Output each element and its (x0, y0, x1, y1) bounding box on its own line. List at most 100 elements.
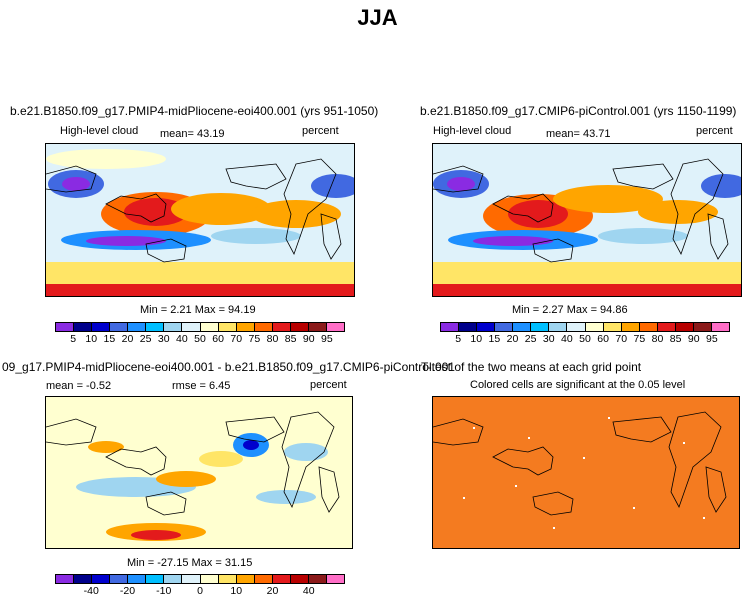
colorbar-cell (236, 575, 255, 583)
colorbar-tick-label: 25 (139, 333, 152, 345)
map-bottom-left (45, 396, 353, 549)
colorbar-cell (56, 323, 75, 331)
colorbar-cell (639, 323, 658, 331)
colorbar-tick-label: 60 (597, 333, 609, 345)
colorbar-cell (308, 323, 327, 331)
colorbar-cell (146, 323, 165, 331)
colorbar-cell (164, 323, 183, 331)
colorbar-tick-label: 30 (157, 333, 170, 345)
colorbar-tick-label: 90 (302, 333, 315, 345)
colorbar-tick-label: 20 (266, 585, 279, 597)
colorbar-tick-label: 60 (212, 333, 224, 345)
minmax-top-right: Min = 2.27 Max = 94.86 (512, 304, 628, 316)
colorbar-tick-label: -20 (119, 585, 136, 597)
colorbar-cell (254, 323, 273, 331)
colorbar-cell (182, 323, 201, 331)
minmax-bottom-left: Min = -27.15 Max = 31.15 (127, 557, 253, 569)
colorbar-cell (272, 575, 291, 583)
colorbar-tick-label: 10 (230, 585, 243, 597)
colorbar-cell (477, 323, 496, 331)
colorbar-cell (657, 323, 676, 331)
colorbar-cell (326, 323, 344, 331)
colorbar-cell (711, 323, 729, 331)
colorbar-cell (254, 575, 273, 583)
colorbar-tick-label: 40 (302, 585, 315, 597)
colorbar-cell (110, 323, 129, 331)
colorbar-cell (693, 323, 712, 331)
colorbar-cell (272, 323, 291, 331)
map-bottom-right (432, 396, 740, 549)
colorbar-tick-label: 95 (321, 333, 333, 345)
colorbar-cell (236, 323, 255, 331)
colorbar-cell (567, 323, 586, 331)
colorbar-tick-label: 75 (633, 333, 646, 345)
colorbar-cell (441, 323, 460, 331)
colorbar-cell (459, 323, 478, 331)
panel-title-top-left: b.e21.B1850.f09_g17.PMIP4-midPliocene-eo… (10, 104, 379, 118)
colorbar-tick-label: 10 (470, 333, 483, 345)
colorbar-tick-label: 70 (615, 333, 628, 345)
colorbar-tick-label: 50 (579, 333, 591, 345)
colorbar-cell (146, 575, 165, 583)
colorbar-cell (164, 575, 183, 583)
colorbar-cell (549, 323, 568, 331)
colorbar-cell (495, 323, 514, 331)
map-top-left (45, 143, 355, 297)
colorbar-cell (621, 323, 640, 331)
colorbar-tick-label: 20 (121, 333, 134, 345)
colorbar-cell (56, 575, 75, 583)
colorbar-cell (182, 575, 201, 583)
colorbar-tick-label: 40 (561, 333, 573, 345)
subtitle-bottom-right: Colored cells are significant at the 0.0… (470, 379, 686, 391)
mean-label-top-right: mean= 43.71 (546, 128, 611, 140)
panel-title-bottom-right: T-test of the two means at each grid poi… (421, 360, 642, 374)
colorbar-cell (128, 575, 147, 583)
colorbar-cell (513, 323, 532, 331)
colorbar-tick-label: 5 (455, 333, 462, 345)
units-label-top-left: percent (302, 125, 339, 137)
variable-label-top-left: High-level cloud (60, 125, 139, 137)
colorbar-cell (92, 575, 111, 583)
colorbar-tick-label: 25 (524, 333, 537, 345)
variable-label-top-right: High-level cloud (433, 125, 512, 137)
colorbar-cell (110, 575, 129, 583)
colorbar-cell (531, 323, 550, 331)
colorbar-cell (200, 323, 219, 331)
rmse-label-bottom-left: rmse = 6.45 (172, 380, 231, 392)
colorbar-cell (218, 575, 237, 583)
colorbar-tick-label: 10 (85, 333, 98, 345)
map-top-right (432, 143, 742, 297)
colorbar-top-right (440, 322, 730, 332)
colorbar-cell (308, 575, 327, 583)
page-title: JJA (357, 5, 398, 30)
units-label-bottom-left: percent (310, 379, 347, 391)
colorbar-cell (603, 323, 622, 331)
panel-title-top-right: b.e21.B1850.f09_g17.CMIP6-piControl.001 … (420, 104, 737, 118)
colorbar-tick-label: 0 (197, 585, 203, 597)
colorbar-tick-label: 80 (266, 333, 279, 345)
colorbar-cell (290, 575, 309, 583)
colorbar-tick-label: 85 (669, 333, 682, 345)
colorbar-tick-label: -40 (83, 585, 99, 597)
colorbar-cell (218, 323, 237, 331)
colorbar-tick-label: -10 (156, 585, 172, 597)
colorbar-tick-label: 70 (230, 333, 243, 345)
colorbar-tick-label: 80 (651, 333, 664, 345)
colorbar-bottom-left (55, 574, 345, 584)
mean-label-bottom-left: mean = -0.52 (46, 380, 112, 392)
colorbar-tick-label: 50 (194, 333, 206, 345)
colorbar-tick-label: 20 (506, 333, 519, 345)
colorbar-tick-label: 5 (70, 333, 77, 345)
minmax-top-left: Min = 2.21 Max = 94.19 (140, 304, 256, 316)
colorbar-cell (92, 323, 111, 331)
units-label-top-right: percent (696, 125, 733, 137)
colorbar-cell (74, 575, 93, 583)
colorbar-tick-label: 15 (103, 333, 116, 345)
colorbar-tick-label: 90 (687, 333, 700, 345)
colorbar-cell (326, 575, 344, 583)
colorbar-tick-label: 40 (176, 333, 188, 345)
colorbar-tick-label: 75 (248, 333, 261, 345)
colorbar-tick-label: 95 (706, 333, 718, 345)
colorbar-cell (675, 323, 694, 331)
colorbar-cell (585, 323, 604, 331)
